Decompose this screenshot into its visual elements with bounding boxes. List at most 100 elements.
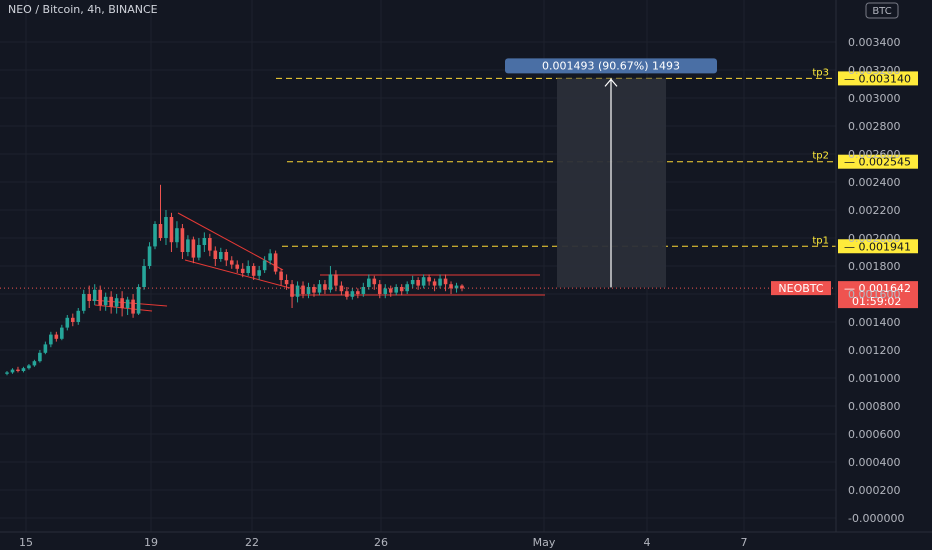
candle-body: [136, 287, 141, 314]
candle-body: [388, 288, 393, 293]
candle: [432, 278, 437, 292]
x-tick-label: 19: [144, 536, 158, 549]
candle: [186, 235, 190, 257]
x-tick-label: 26: [374, 536, 388, 549]
currency-label: BTC: [872, 6, 891, 17]
candle-body: [350, 291, 355, 297]
candle-body: [16, 369, 20, 371]
candle-body: [208, 238, 212, 251]
candle: [125, 296, 130, 315]
candle: [180, 224, 185, 259]
candle: [356, 288, 360, 299]
level-tp3[interactable]: tp3 — 0.003140: [276, 67, 918, 86]
candle-body: [427, 277, 431, 282]
candle-body: [235, 264, 240, 269]
level-name: tp3: [812, 67, 829, 78]
time-axis[interactable]: 15 19 22 26 May 4 7: [0, 531, 932, 549]
y-tick-label: 0.000600: [848, 428, 901, 441]
candle-body: [377, 284, 382, 294]
candle-body: [306, 287, 311, 294]
candle: [98, 285, 102, 311]
candle-body: [443, 278, 448, 285]
candle: [367, 274, 371, 290]
candle-body: [191, 239, 196, 258]
candle: [427, 274, 431, 286]
candle-body: [10, 369, 15, 373]
candle-body: [76, 310, 81, 322]
y-tick-label: -0.000000: [848, 512, 904, 525]
candle-body: [416, 280, 420, 286]
candle: [5, 371, 9, 376]
y-tick-label: 0.001600: [848, 288, 901, 301]
candle-body: [131, 299, 135, 314]
currency-badge[interactable]: BTC: [865, 2, 899, 19]
candle-body: [224, 252, 229, 261]
level-tp1[interactable]: tp1 — 0.001941: [282, 235, 918, 254]
candle: [279, 268, 283, 286]
candle-body: [394, 287, 399, 293]
candle: [295, 281, 300, 303]
candle: [16, 366, 20, 373]
candle: [235, 260, 240, 273]
candle-body: [142, 266, 146, 287]
candle-body: [246, 266, 251, 273]
candle-body: [175, 228, 179, 243]
y-tick-label: 0.001200: [848, 344, 901, 357]
candle-body: [60, 327, 64, 339]
candle: [43, 341, 48, 355]
candle: [27, 364, 31, 370]
candle-body: [251, 266, 256, 276]
candle: [169, 212, 174, 252]
candle-body: [38, 352, 42, 362]
candle: [394, 284, 399, 296]
candle-body: [70, 317, 75, 322]
candle: [49, 331, 53, 348]
candle-body: [120, 298, 124, 308]
candle-body: [339, 285, 344, 292]
x-tick-label: 4: [644, 536, 651, 549]
x-tick-label: May: [533, 536, 556, 549]
candle-body: [334, 274, 338, 286]
candle: [224, 249, 229, 266]
y-tick-label: 0.002400: [848, 176, 901, 189]
level-name: tp2: [812, 151, 829, 162]
measure-arrow-head: [604, 78, 618, 87]
candle: [65, 315, 70, 331]
target-levels: tp3 — 0.003140 tp2 — 0.002545 tp1 — 0.001941: [276, 67, 918, 254]
candle: [438, 274, 442, 289]
candle-body: [383, 288, 388, 294]
candle-body: [27, 365, 31, 369]
candle-body: [460, 285, 464, 289]
candle-body: [229, 260, 234, 265]
candle-body: [312, 287, 316, 293]
candle: [158, 184, 163, 241]
y-tick-label: 0.001800: [848, 260, 901, 273]
measure-tool[interactable]: 0.001493 (90.67%) 1493: [505, 58, 717, 288]
candle: [81, 289, 86, 314]
candle-body: [317, 284, 322, 293]
candle: [421, 274, 426, 289]
wedge-lower-line[interactable]: [184, 259, 291, 289]
candle-body: [361, 287, 366, 294]
candle-body: [43, 344, 48, 353]
candle: [306, 282, 311, 299]
candle: [32, 359, 37, 367]
candle-body: [202, 238, 207, 245]
candle: [21, 366, 26, 373]
candle-body: [399, 287, 404, 292]
candle-body: [169, 217, 174, 243]
candle: [109, 291, 113, 314]
level-price-badge: [838, 239, 918, 254]
candle-body: [103, 296, 108, 306]
candle-body: [405, 284, 409, 292]
price-axis[interactable]: 0.003400 0.003200 0.003000 0.002800 0.002600…: [835, 0, 904, 532]
candle: [92, 284, 97, 306]
x-tick-label: 7: [741, 536, 748, 549]
candle: [416, 277, 420, 290]
candle: [449, 281, 453, 294]
candle: [103, 292, 108, 311]
candle-body: [432, 281, 437, 286]
candle: [70, 313, 75, 327]
candle: [202, 232, 207, 252]
